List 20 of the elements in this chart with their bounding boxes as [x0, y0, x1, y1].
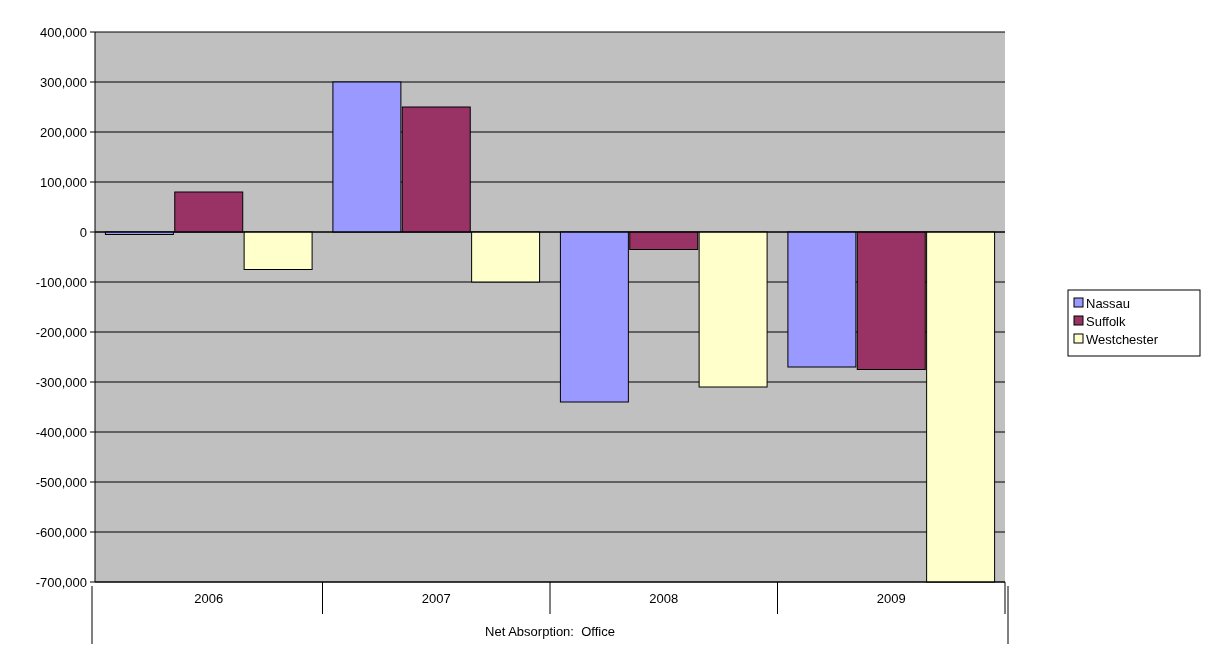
y-tick-label: 400,000: [40, 24, 87, 40]
y-tick-label: -400,000: [35, 424, 87, 440]
y-tick-label: 300,000: [40, 74, 87, 90]
y-tick-label: -600,000: [35, 524, 87, 540]
y-tick-label: 200,000: [40, 124, 87, 140]
y-tick-label: 0: [79, 224, 87, 240]
x-tick-label: 2008: [649, 591, 679, 606]
y-tick-label: -200,000: [35, 324, 87, 340]
x-axis-title: Net Absorption: Office: [485, 624, 615, 639]
x-tick-label: 2006: [194, 591, 224, 606]
x-tick-label: 2007: [421, 591, 451, 606]
legend-label: Nassau: [1086, 295, 1131, 311]
y-tick-label: -100,000: [35, 274, 87, 290]
y-tick-label: -500,000: [35, 474, 87, 490]
y-tick-label: -300,000: [35, 374, 87, 390]
x-tick-label: 2009: [876, 591, 906, 606]
legend-label: Suffolk: [1086, 313, 1127, 329]
legend-label: Westchester: [1086, 331, 1159, 347]
y-tick-label: -700,000: [35, 574, 87, 590]
y-tick-label: 100,000: [40, 174, 87, 190]
